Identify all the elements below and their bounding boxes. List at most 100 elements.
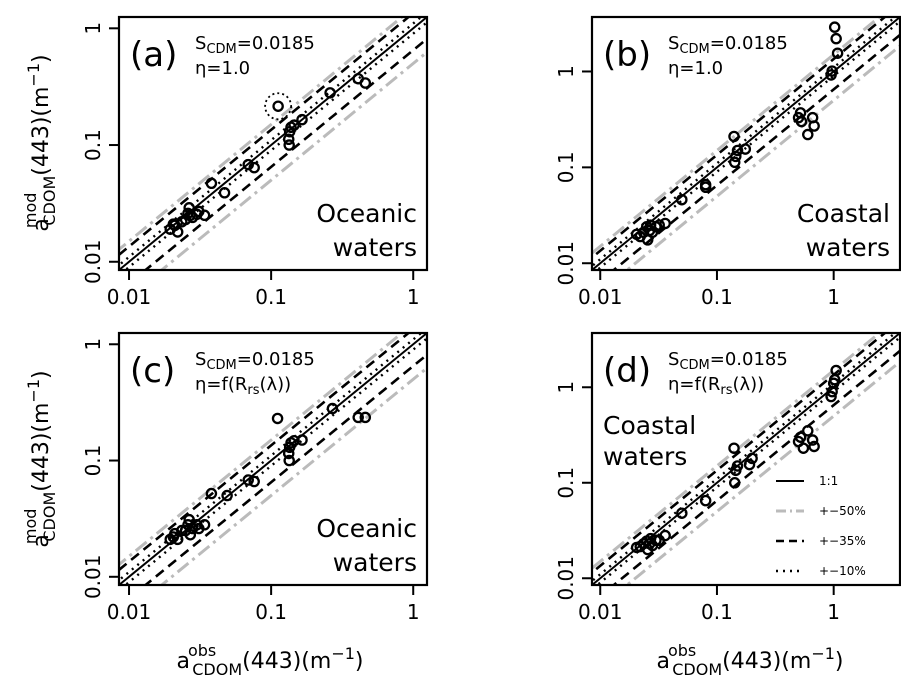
y-tick-label: 0.1 [554, 151, 578, 183]
data-point [743, 458, 756, 471]
data-point [676, 193, 688, 206]
y-tick-label: 0.01 [554, 241, 578, 286]
line-plus-50pct [592, 17, 882, 256]
data-point [352, 411, 364, 424]
data-point [802, 128, 814, 141]
legend-label: +−35% [819, 534, 866, 548]
line-plus-35pct [592, 17, 887, 260]
data-point [728, 477, 741, 489]
data-point [283, 454, 295, 467]
x-axis-title-right: aobs CDOM(443)(m−1) [656, 641, 843, 679]
line-plus-10pct [592, 333, 898, 583]
panel-label: (a) [130, 35, 177, 75]
data-point [326, 402, 339, 415]
y-axis-title-bottom: amodCDOM(443)(m−1) [21, 370, 59, 547]
param-eta: η=f(Rrs(λ)) [195, 374, 291, 398]
data-point [248, 161, 260, 174]
x-tick-label: 1 [407, 600, 420, 624]
water-type-label: Oceanic [316, 514, 417, 543]
y-tick-label: 0.01 [81, 239, 105, 284]
data-point [728, 156, 741, 169]
data-point [283, 139, 295, 151]
y-tick-label: 0.01 [554, 556, 578, 601]
line-minus-10pct [123, 20, 427, 270]
water-type-label: waters [806, 233, 890, 262]
data-point [205, 177, 218, 190]
legend-label: +−10% [819, 564, 866, 578]
line-minus-50pct [624, 43, 900, 270]
data-point [731, 144, 744, 157]
data-point [271, 412, 284, 425]
y-tick-label: 1 [554, 65, 578, 78]
data-point [797, 442, 810, 454]
data-point [728, 130, 740, 143]
line-plus-10pct [119, 17, 424, 267]
param-s-cdm: SCDM=0.0185 [195, 349, 315, 373]
param-eta: η=1.0 [195, 58, 250, 79]
data-point [359, 411, 372, 424]
data-point [171, 533, 184, 546]
data-point [324, 87, 336, 99]
reference-lines [119, 333, 427, 585]
data-point [828, 21, 841, 33]
x-tick-label: 1 [827, 285, 840, 309]
x-tick-label: 0.01 [578, 600, 623, 624]
data-point [176, 524, 188, 537]
line-plus-35pct [119, 17, 411, 257]
line-minus-35pct [611, 33, 900, 270]
legend: 1:1 +−50% +−35% +−10% [776, 474, 866, 578]
panel-label: (c) [130, 351, 175, 391]
data-point [659, 217, 671, 230]
data-point [699, 181, 712, 194]
line-minus-10pct [123, 336, 427, 585]
y-tick-label: 1 [81, 22, 105, 35]
data-point [830, 364, 842, 377]
line-plus-50pct [119, 333, 405, 567]
water-type-label: Coastal [797, 199, 890, 228]
data-point [825, 390, 837, 403]
y-tick-label: 0.1 [81, 129, 105, 161]
y-axis-title-top: amodCDOM(443)(m−1) [21, 54, 59, 231]
data-points [630, 21, 844, 246]
x-tick-label: 0.1 [701, 285, 733, 309]
data-point [288, 119, 300, 131]
plot-frame [117, 15, 429, 272]
line-minus-50pct [159, 366, 427, 585]
data-point [830, 32, 842, 45]
data-points [630, 364, 842, 556]
data-point [218, 187, 231, 199]
line-plus-50pct [119, 17, 405, 252]
x-axis-title-text: aobs CDOM(443)(m−1) [176, 641, 363, 679]
data-point [242, 158, 254, 171]
panel-label: (d) [603, 351, 651, 391]
plot-frame [117, 331, 429, 587]
water-type-label: waters [603, 442, 687, 471]
data-point [731, 460, 744, 472]
param-s-cdm: SCDM=0.0185 [668, 33, 788, 57]
y-tick-label: 1 [554, 381, 578, 394]
data-point [272, 100, 284, 112]
data-point [728, 442, 740, 454]
x-tick-label: 0.01 [107, 600, 152, 624]
line-minus-10pct [595, 19, 900, 270]
data-point [242, 474, 254, 486]
plot-frame [590, 331, 901, 587]
line-minus-35pct [611, 349, 900, 585]
line-1to1 [119, 17, 427, 270]
y-axis-title-text: amodCDOM(443)(m−1) [21, 370, 59, 547]
y-axis-title-text: amodCDOM(443)(m−1) [21, 54, 59, 231]
panels: 0.01 0.1 10.010.11(a) SCDM=0.0185η=1.0Ocean… [81, 15, 901, 624]
data-point [183, 202, 195, 214]
line-plus-35pct [592, 333, 887, 575]
x-tick-label: 0.1 [255, 285, 287, 309]
data-point [296, 434, 308, 446]
water-type-label: Coastal [603, 411, 696, 440]
data-point [221, 489, 233, 502]
y-tick-label: 0.01 [81, 555, 105, 600]
data-point [676, 507, 688, 519]
param-s-cdm: SCDM=0.0185 [195, 33, 315, 57]
water-type-label: Oceanic [316, 199, 417, 228]
